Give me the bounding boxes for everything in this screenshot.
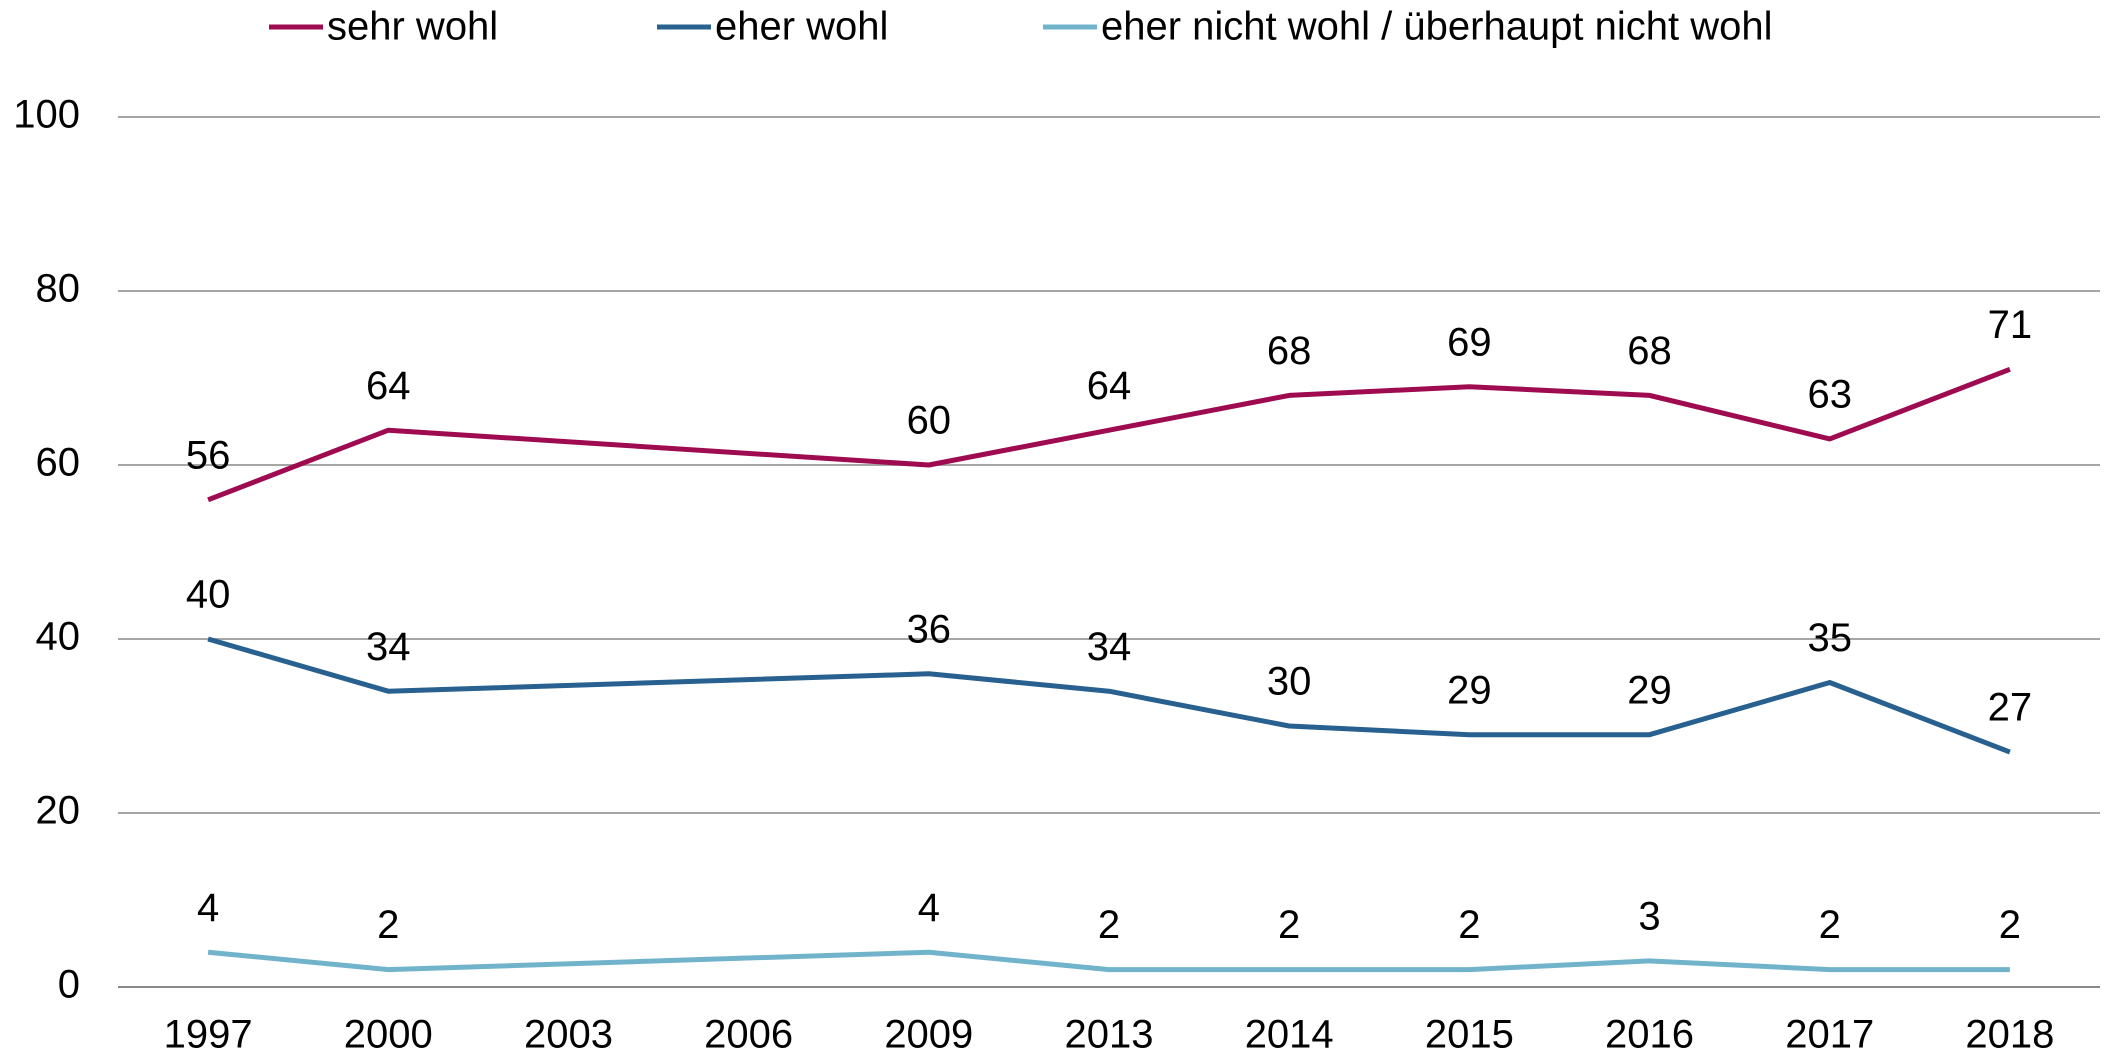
- data-label: 4: [918, 886, 940, 930]
- data-label: 2: [1278, 903, 1300, 947]
- data-label: 4: [197, 886, 219, 930]
- data-label: 2: [377, 903, 399, 947]
- x-tick-label: 1997: [164, 1013, 253, 1057]
- x-tick-label: 2014: [1245, 1013, 1334, 1057]
- series-line: [207, 949, 2010, 973]
- data-label: 3: [1638, 894, 1660, 938]
- y-tick-label: 60: [36, 441, 81, 485]
- x-tick-label: 2000: [344, 1013, 433, 1057]
- data-label: 29: [1447, 668, 1492, 712]
- y-tick-label: 40: [36, 615, 81, 659]
- data-label: 2: [1819, 903, 1841, 947]
- data-label: 2: [1098, 903, 1120, 947]
- data-label: 35: [1807, 616, 1852, 660]
- y-tick-label: 100: [13, 93, 80, 137]
- y-tick-label: 0: [58, 963, 80, 1007]
- legend-label: eher nicht wohl / überhaupt nicht wohl: [1101, 5, 1773, 49]
- legend-label: eher wohl: [715, 5, 888, 49]
- data-label: 68: [1267, 329, 1312, 373]
- data-label: 63: [1807, 372, 1852, 416]
- data-label: 2: [1458, 903, 1480, 947]
- data-label: 36: [907, 607, 952, 651]
- x-tick-label: 2015: [1425, 1013, 1514, 1057]
- data-label: 34: [366, 625, 411, 669]
- data-label: 40: [186, 573, 231, 617]
- x-tick-label: 2016: [1605, 1013, 1694, 1057]
- y-tick-label: 80: [36, 267, 81, 311]
- legend-label: sehr wohl: [327, 5, 498, 49]
- data-label: 56: [186, 433, 231, 477]
- series-line: [207, 636, 2011, 755]
- data-label: 64: [1087, 364, 1132, 408]
- data-label: 29: [1627, 668, 1672, 712]
- y-tick-label: 20: [36, 789, 81, 833]
- data-label: 2: [1999, 903, 2021, 947]
- data-label: 68: [1627, 329, 1672, 373]
- series-line: [207, 366, 2011, 503]
- x-tick-label: 2017: [1785, 1013, 1874, 1057]
- x-tick-label: 2003: [524, 1013, 613, 1057]
- x-tick-label: 2013: [1065, 1013, 1154, 1057]
- data-label: 30: [1267, 660, 1312, 704]
- x-tick-label: 2006: [704, 1013, 793, 1057]
- data-label: 64: [366, 364, 411, 408]
- data-label: 60: [907, 399, 952, 443]
- data-label: 27: [1988, 686, 2033, 730]
- data-label: 69: [1447, 320, 1492, 364]
- data-label: 71: [1988, 303, 2033, 347]
- x-tick-label: 2018: [1965, 1013, 2054, 1057]
- x-tick-label: 2009: [884, 1013, 973, 1057]
- data-label: 34: [1087, 625, 1132, 669]
